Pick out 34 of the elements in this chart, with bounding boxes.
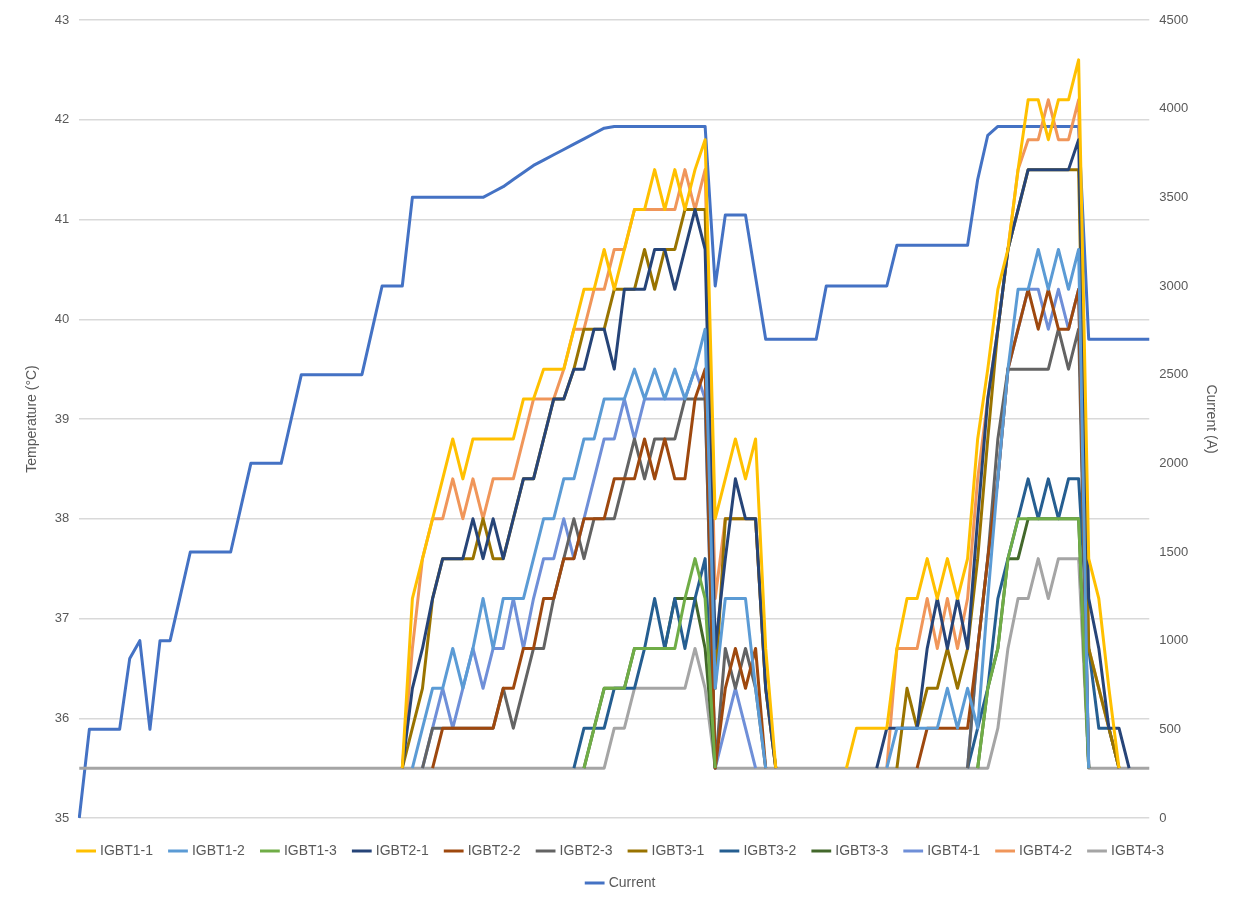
legend-label: IGBT4-1 [927,841,981,858]
legend-label: IGBT2-3 [559,841,613,858]
legend-label: IGBT2-1 [375,841,429,858]
y-tick-label: 37 [54,610,70,626]
legend-label: IGBT3-3 [835,841,889,858]
y-tick-label: 42 [54,111,70,127]
legend-label: IGBT1-2 [191,841,246,858]
y2-tick-label: 2000 [1159,454,1189,470]
y2-tick-label: 4500 [1159,11,1189,27]
legend-label: IGBT4-3 [1111,841,1165,858]
legend-label: IGBT3-2 [743,841,797,858]
y-tick-label: 36 [54,709,70,725]
y-tick-label: 35 [54,809,70,825]
legend-label: IGBT1-3 [283,841,337,858]
y-tick-label: 41 [54,211,70,227]
y2-tick-label: 3000 [1159,277,1189,293]
y-tick-label: 43 [54,11,70,27]
y-tick-label: 40 [54,310,70,326]
y-tick-label: 38 [54,510,70,526]
y2-tick-label: 3500 [1159,188,1189,204]
legend-label: IGBT1-1 [100,841,154,858]
legend-label: IGBT2-2 [467,841,521,858]
legend-label: Current [608,873,656,890]
y2-axis-title: Current (A) [1203,384,1220,454]
y2-tick-label: 500 [1159,720,1181,736]
y-axis-title: Temperature (°C) [23,365,40,473]
y2-tick-label: 1500 [1159,543,1189,559]
y2-tick-label: 0 [1159,809,1167,825]
y2-tick-label: 1000 [1159,632,1189,648]
y-tick-label: 39 [54,410,70,426]
y2-tick-label: 2500 [1159,366,1189,382]
legend-label: IGBT3-1 [651,841,705,858]
legend-label: IGBT4-2 [1019,841,1073,858]
y2-tick-label: 4000 [1159,100,1189,116]
